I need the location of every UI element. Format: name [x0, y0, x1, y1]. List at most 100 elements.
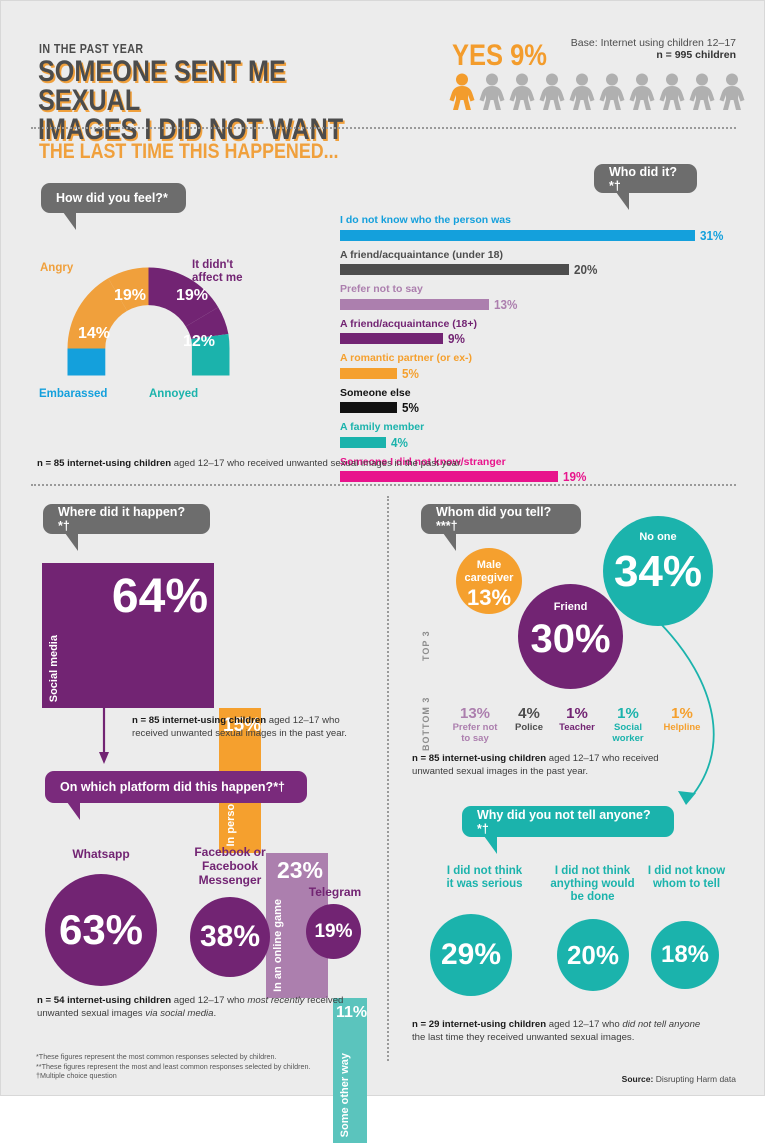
note-who: n = 85 internet-using children aged 12–1…	[37, 458, 727, 471]
bubble-whom-did-you-tell-label: Whom did you tell?***†	[436, 505, 552, 533]
donut-segment-annoyed	[191, 334, 230, 349]
bar-value: 9%	[448, 331, 465, 346]
bottom3-item: 1% Helpline	[654, 705, 710, 744]
bubble-which-platform[interactable]: On which platform did this happen?*†	[45, 771, 307, 820]
header-kicker: IN THE PAST YEAR	[39, 41, 144, 56]
person-icon	[659, 73, 685, 110]
footnotes: *These figures represent the most common…	[36, 1052, 456, 1081]
person-icon	[539, 73, 565, 110]
why-value-whom-to-tell: 18%	[660, 941, 710, 968]
divider-middle	[31, 484, 736, 486]
platform-value-facebook: 38%	[199, 920, 261, 953]
where-value-online-game: 23%	[276, 857, 323, 883]
platform-label-whatsapp: Whatsapp	[72, 847, 130, 861]
where-block-social-media: 64% Social media	[42, 563, 214, 708]
donut-value-didnt-affect: 19%	[175, 287, 209, 304]
bottom3-label: Teacher	[559, 722, 595, 733]
footnote-line: *These figures represent the most common…	[36, 1052, 277, 1061]
who-did-it-bar-chart: I do not know who the person was 31% A fri…	[340, 214, 740, 490]
donut-label-annoyed: Annoyed	[149, 388, 199, 400]
bottom3-label: BOTTOM 3	[421, 696, 431, 751]
bubble-where-did-it-happen[interactable]: Where did it happen?*†	[43, 504, 210, 551]
base-line-1: Base: Internet using children 12–17	[570, 37, 736, 49]
arrow-social-media-to-platform	[99, 708, 109, 764]
why-circle-whom-to-tell: 18%	[651, 921, 719, 989]
note-why-rest1: aged 12–17 who	[546, 1019, 623, 1030]
footnote-line: **These figures represent the most and l…	[36, 1061, 311, 1071]
note-tell: n = 85 internet-using children aged 12–1…	[412, 753, 667, 778]
bubble-how-did-you-feel[interactable]: How did you feel?*	[41, 183, 186, 230]
where-label-in-person: In person	[225, 797, 237, 847]
bar-row: Prefer not to say 13%	[340, 283, 740, 312]
bottom3-value: 13%	[459, 705, 491, 722]
person-icon	[479, 73, 505, 110]
bar-value: 5%	[402, 365, 420, 381]
person-icon	[509, 73, 535, 110]
bottom3-label: Prefer not to say	[452, 722, 498, 744]
divider-top	[31, 127, 736, 129]
donut-segment-didnt-affect	[148, 267, 219, 327]
why-label-nothing-done: I did not think anything would be done	[550, 865, 635, 903]
bubble-whom-did-you-tell[interactable]: Whom did you tell?***†	[421, 504, 581, 551]
bar-fill	[340, 333, 444, 344]
source-text: Disrupting Harm data	[653, 1074, 736, 1084]
bar-value: 5%	[402, 400, 420, 415]
note-who-rest: aged 12–17 who received unwanted sexual …	[171, 458, 463, 469]
person-icon	[599, 73, 625, 110]
bubble-who-did-it-label: Who did it?*†	[609, 164, 678, 193]
bottom3-value: 1%	[566, 705, 588, 722]
bar-row: I do not know who the person was 31%	[340, 214, 740, 243]
note-tell-bold: n = 85 internet-using children	[412, 753, 547, 764]
bar-label: Someone I did not know/stranger	[340, 455, 506, 468]
people-pictogram	[449, 73, 745, 111]
platform-circle-facebook: 38%	[190, 897, 270, 977]
bar-label: I do not know who the person was	[340, 214, 511, 226]
note-tell-rest: aged 12–17 who received unwanted sexual …	[412, 753, 659, 777]
person-icon-highlighted	[449, 73, 475, 110]
bar-fill	[340, 367, 398, 379]
bar-fill	[340, 471, 558, 482]
bar-row: Someone else 5%	[340, 387, 740, 415]
divider-vertical	[387, 496, 389, 1061]
note-platform-rest2: received unwanted sexual images	[37, 995, 344, 1019]
why-value-nothing-done: 20%	[566, 939, 620, 970]
top3-label: TOP 3	[421, 630, 431, 661]
bar-label: A family member	[340, 421, 425, 433]
bottom3-item: 1% Social worker	[602, 705, 654, 744]
bar-value: 20%	[574, 262, 598, 277]
bubble-why-not-tell-label: Why did you not tell anyone?*†	[477, 807, 651, 836]
bubble-who-did-it[interactable]: Who did it?*†	[594, 164, 697, 210]
note-who-bold: n = 85 internet-using children	[37, 458, 172, 469]
donut-value-embarassed: 14%	[77, 325, 111, 342]
tell-label-friend: Friend	[553, 601, 588, 613]
bubble-which-platform-label: On which platform did this happen?*†	[60, 780, 286, 794]
why-label-whom-to-tell: I did not know whom to tell	[647, 865, 726, 890]
bottom3-item: 4% Police	[506, 705, 552, 744]
page-title: SOMEONE SENT ME SEXUAL IMAGES I DID NOT …	[38, 55, 344, 146]
bar-fill	[340, 229, 695, 241]
note-platform-rest1: aged 12–17 who	[171, 995, 248, 1006]
tell-circle-male-caregiver	[456, 548, 522, 614]
base-line-2: n = 995 children	[656, 49, 736, 61]
tell-circle-no-one	[603, 516, 713, 626]
note-platform-italic1: most recently	[247, 995, 305, 1006]
bar-label: A friend/acquaintance (18+)	[340, 317, 478, 330]
bottom3-label: Helpline	[663, 722, 701, 733]
donut-value-annoyed: 12%	[182, 333, 216, 350]
bottom3-value: 1%	[617, 705, 639, 722]
tell-circle-friend	[518, 584, 623, 689]
note-where-rest: aged 12–17 who received unwanted sexual …	[132, 715, 347, 739]
source-note: Source: Disrupting Harm data	[576, 1074, 736, 1084]
bottom3-value: 1%	[671, 705, 693, 722]
platform-label-facebook: Facebook or Facebook Messenger	[194, 845, 266, 887]
tell-value-no-one: 34%	[613, 547, 703, 596]
bar-value: 19%	[562, 469, 587, 484]
note-platform-rest3: .	[213, 1007, 217, 1019]
bubble-why-not-tell[interactable]: Why did you not tell anyone?*†	[462, 806, 674, 854]
note-platform-italic2: via social media	[145, 1007, 214, 1019]
footnote-line: †Multiple choice question	[36, 1071, 117, 1080]
person-icon	[629, 73, 655, 110]
note-why-rest2: the last time they received unwanted sex…	[412, 1031, 635, 1043]
donut-label-angry: Angry	[40, 262, 74, 274]
